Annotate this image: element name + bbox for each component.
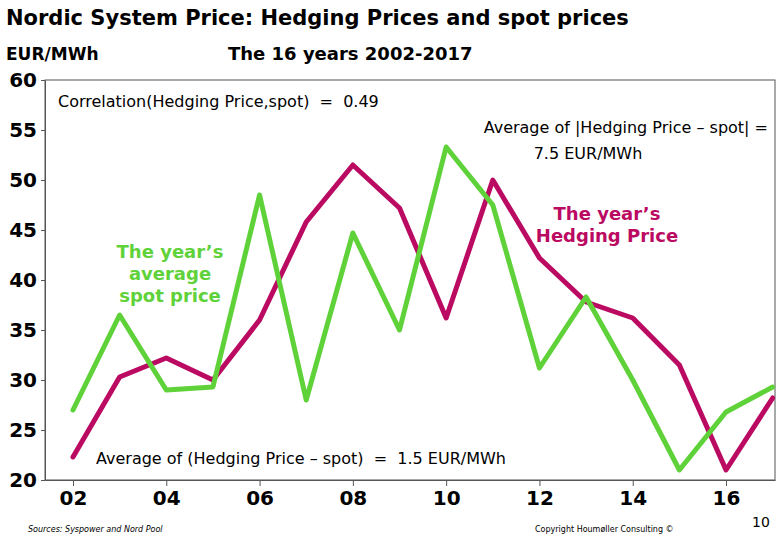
tick-label: 25 <box>9 418 37 442</box>
y-tick: 55 <box>9 118 45 142</box>
tick-mark <box>166 480 167 486</box>
x-tick: 16 <box>713 480 741 510</box>
tick-mark <box>41 180 45 181</box>
tick-label: 10 <box>433 486 461 510</box>
tick-label: 50 <box>9 168 37 192</box>
copyright: Copyright Houmøller Consulting © <box>535 525 674 534</box>
tick-mark <box>41 280 45 281</box>
x-tick: 12 <box>526 480 554 510</box>
x-tick: 06 <box>246 480 274 510</box>
x-tick: 10 <box>433 480 461 510</box>
subtitle: The 16 years 2002-2017 <box>228 43 473 64</box>
tick-label: 08 <box>339 486 367 510</box>
y-tick: 60 <box>9 68 45 92</box>
y-tick: 40 <box>9 268 45 292</box>
x-tick: 14 <box>619 480 647 510</box>
tick-mark <box>539 480 540 486</box>
tick-label: 16 <box>713 486 741 510</box>
x-tick: 02 <box>60 480 88 510</box>
axis-line <box>45 81 46 481</box>
tick-label: 35 <box>9 318 37 342</box>
y-tick: 30 <box>9 368 45 392</box>
annotation: Average of (Hedging Price – spot) = 1.5 … <box>96 449 506 468</box>
tick-label: 55 <box>9 118 37 142</box>
tick-label: 45 <box>9 218 37 242</box>
tick-label: 14 <box>619 486 647 510</box>
tick-mark <box>353 480 354 486</box>
annotation: 7.5 EUR/MWh <box>534 144 643 163</box>
source-note: Sources: Syspower and Nord Pool <box>28 525 163 534</box>
series-line <box>73 147 773 470</box>
tick-mark <box>41 480 45 481</box>
x-tick: 08 <box>339 480 367 510</box>
y-tick: 45 <box>9 218 45 242</box>
y-tick: 50 <box>9 168 45 192</box>
tick-mark <box>41 80 45 81</box>
tick-mark <box>41 380 45 381</box>
y-axis: 20 25 30 35 40 45 50 55 60 <box>9 68 45 492</box>
y-tick: 20 <box>9 468 45 492</box>
tick-mark <box>41 430 45 431</box>
y-axis-label: EUR/MWh <box>6 44 99 64</box>
x-tick: 04 <box>153 480 181 510</box>
annotation: Correlation(Hedging Price,spot) = 0.49 <box>58 92 379 111</box>
page-number: 10 <box>752 514 770 530</box>
chart-container: Nordic System Price: Hedging Prices and … <box>0 0 780 540</box>
tick-mark <box>41 230 45 231</box>
tick-label: 40 <box>9 268 37 292</box>
series-line <box>73 165 773 470</box>
tick-mark <box>260 480 261 486</box>
plot-area <box>73 147 773 470</box>
x-axis: 02 04 06 08 10 12 14 16 <box>46 480 776 510</box>
axis-line <box>46 480 776 481</box>
tick-label: 30 <box>9 368 37 392</box>
tick-mark <box>41 130 45 131</box>
chart-svg: Nordic System Price: Hedging Prices and … <box>0 0 780 540</box>
annotation: Average of |Hedging Price – spot| = <box>484 118 768 137</box>
series-label: The year’sHedging Price <box>536 203 678 246</box>
tick-label: 20 <box>9 468 37 492</box>
tick-mark <box>41 330 45 331</box>
tick-label: 12 <box>526 486 554 510</box>
plot-frame <box>45 80 775 480</box>
title: Nordic System Price: Hedging Prices and … <box>6 6 629 30</box>
tick-label: 60 <box>9 68 37 92</box>
tick-label: 06 <box>246 486 274 510</box>
tick-mark <box>73 480 74 486</box>
y-tick: 25 <box>9 418 45 442</box>
tick-label: 04 <box>153 486 181 510</box>
y-tick: 35 <box>9 318 45 342</box>
tick-mark <box>633 480 634 486</box>
tick-mark <box>726 480 727 486</box>
series-label: The year’saveragespot price <box>117 241 224 306</box>
tick-mark <box>446 480 447 486</box>
tick-label: 02 <box>60 486 88 510</box>
